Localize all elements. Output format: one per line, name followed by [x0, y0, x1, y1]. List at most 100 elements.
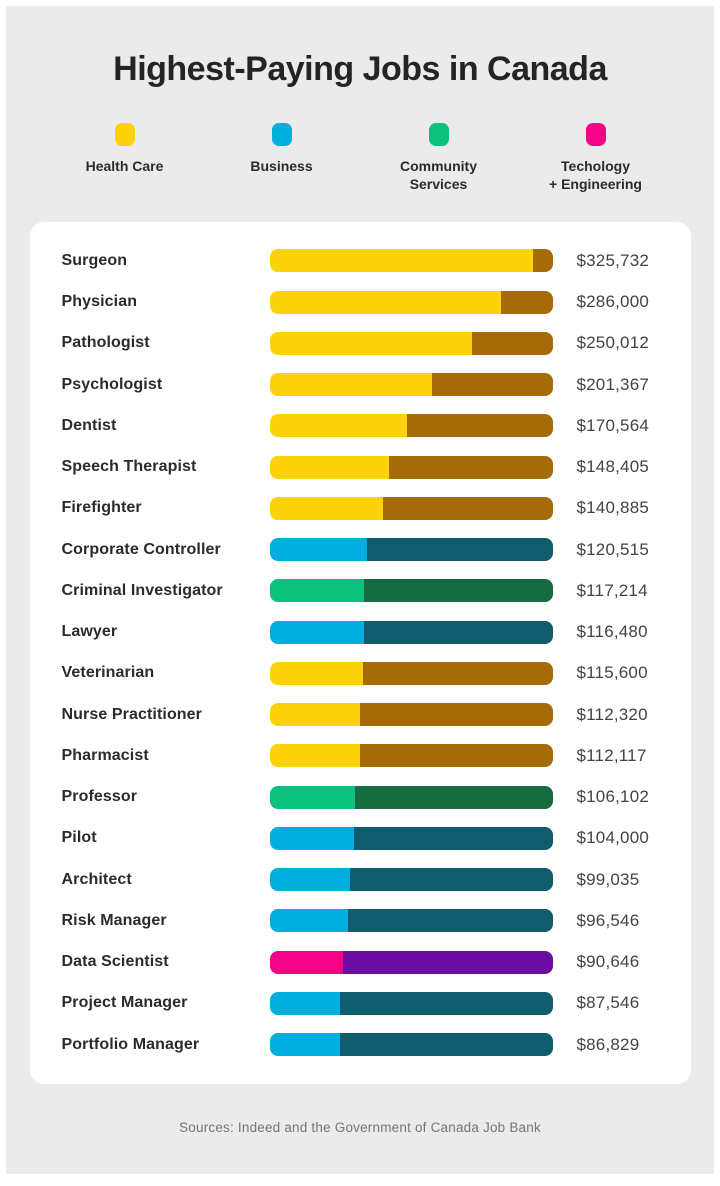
salary-value: $104,000	[576, 828, 650, 848]
bar-segment-primary	[269, 496, 384, 520]
legend-swatch-community	[428, 123, 449, 146]
bar-segment-secondary	[407, 414, 553, 438]
bar-segment-primary	[269, 909, 348, 933]
page-background: Highest-Paying Jobs in Canada Health Car…	[6, 6, 714, 1174]
bar-segment-primary	[269, 620, 364, 644]
chart-row: Corporate Controller $120,515	[62, 538, 663, 562]
chart-row: Professor $106,102	[62, 785, 663, 809]
bar-track	[269, 620, 553, 644]
bar-segment-secondary	[471, 331, 553, 355]
job-label: Corporate Controller	[61, 540, 221, 558]
salary-value: $99,035	[576, 869, 640, 889]
bar-segment-primary	[269, 414, 408, 438]
chart-row: Nurse Practitioner $112,320	[62, 703, 663, 727]
job-label: Criminal Investigator	[61, 581, 223, 599]
salary-value: $250,012	[576, 333, 650, 353]
bar-segment-secondary	[383, 496, 553, 520]
job-label: Nurse Practitioner	[61, 705, 203, 723]
job-label: Pilot	[61, 829, 97, 847]
salary-value: $148,405	[576, 457, 650, 477]
bar-track	[269, 744, 553, 768]
salary-value: $286,000	[576, 292, 650, 312]
legend-label-health: Health Care	[85, 158, 164, 174]
bar-segment-secondary	[353, 826, 553, 850]
source-note: Sources: Indeed and the Government of Ca…	[179, 1119, 541, 1135]
bar-track	[269, 249, 553, 273]
chart-row: Physician $286,000	[62, 290, 663, 314]
bar-segment-primary	[269, 331, 472, 355]
bar-track	[269, 950, 553, 974]
job-label: Pathologist	[61, 334, 150, 352]
bar-segment-secondary	[339, 1033, 553, 1057]
legend-item-community: Community Services	[360, 123, 517, 194]
chart-row: Dentist $170,564	[62, 414, 663, 438]
job-label: Lawyer	[61, 623, 118, 641]
salary-value: $201,367	[576, 374, 650, 394]
bar-track	[269, 909, 553, 933]
job-label: Risk Manager	[61, 911, 167, 929]
chart-row: Speech Therapist $148,405	[62, 455, 663, 479]
salary-value: $112,320	[576, 704, 648, 724]
bar-track	[269, 414, 553, 438]
job-label: Portfolio Manager	[61, 1035, 200, 1053]
bar-segment-primary	[269, 785, 356, 809]
bar-segment-primary	[269, 249, 533, 273]
legend-swatch-business	[271, 123, 292, 146]
bar-segment-primary	[269, 661, 363, 685]
legend: Health Care Business Community Services Tec…	[6, 123, 714, 194]
page-title: Highest-Paying Jobs in Canada	[113, 50, 607, 88]
bar-track	[269, 455, 553, 479]
legend-swatch-health	[114, 123, 135, 146]
legend-swatch-tech	[585, 123, 606, 146]
salary-value: $115,600	[576, 663, 648, 683]
bar-segment-secondary	[360, 703, 553, 727]
job-label: Firefighter	[61, 499, 142, 517]
chart-row: Pilot $104,000	[62, 826, 663, 850]
bar-segment-secondary	[364, 579, 553, 603]
legend-item-health: Health Care	[46, 123, 203, 194]
job-label: Pharmacist	[61, 746, 149, 764]
chart-row: Portfolio Manager $86,829	[62, 1033, 663, 1057]
salary-value: $96,546	[576, 910, 640, 930]
salary-value: $325,732	[576, 250, 650, 270]
chart-card: Surgeon $325,732 Physician $286,000 Patholog…	[29, 221, 691, 1084]
job-label: Speech Therapist	[61, 458, 197, 476]
bar-segment-secondary	[340, 991, 553, 1015]
chart-row: Criminal Investigator $117,214	[62, 579, 663, 603]
bar-track	[269, 331, 553, 355]
chart-row: Pathologist $250,012	[62, 331, 663, 355]
job-label: Veterinarian	[61, 664, 155, 682]
legend-label-community: Community Services	[400, 158, 477, 193]
bar-segment-primary	[269, 455, 390, 479]
bar-track	[269, 1033, 553, 1057]
salary-value: $116,480	[576, 622, 648, 642]
salary-value: $106,102	[576, 787, 650, 807]
bar-segment-secondary	[342, 950, 553, 974]
legend-label-tech: Techology + Engineering	[549, 158, 642, 193]
chart-row: Pharmacist $112,117	[62, 744, 663, 768]
job-label: Surgeon	[61, 251, 128, 269]
bar-track	[269, 991, 553, 1015]
bar-track	[269, 703, 553, 727]
bar-segment-secondary	[366, 538, 553, 562]
bar-segment-secondary	[347, 909, 553, 933]
legend-item-business: Business	[203, 123, 360, 194]
salary-value: $87,546	[576, 993, 640, 1013]
bar-segment-secondary	[349, 868, 553, 892]
chart-row: Architect $99,035	[62, 868, 663, 892]
chart-row: Project Manager $87,546	[62, 991, 663, 1015]
bar-segment-secondary	[532, 249, 553, 273]
job-label: Psychologist	[61, 375, 163, 393]
job-label: Dentist	[61, 416, 117, 434]
chart-row: Veterinarian $115,600	[62, 661, 663, 685]
bar-track	[269, 373, 553, 397]
bar-track	[269, 538, 553, 562]
chart-row: Risk Manager $96,546	[62, 909, 663, 933]
bar-segment-secondary	[362, 661, 553, 685]
bar-track	[269, 785, 553, 809]
salary-value: $140,885	[576, 498, 650, 518]
job-label: Project Manager	[61, 994, 188, 1012]
bar-segment-secondary	[363, 620, 553, 644]
salary-value: $86,829	[576, 1034, 640, 1054]
bar-segment-primary	[269, 950, 343, 974]
